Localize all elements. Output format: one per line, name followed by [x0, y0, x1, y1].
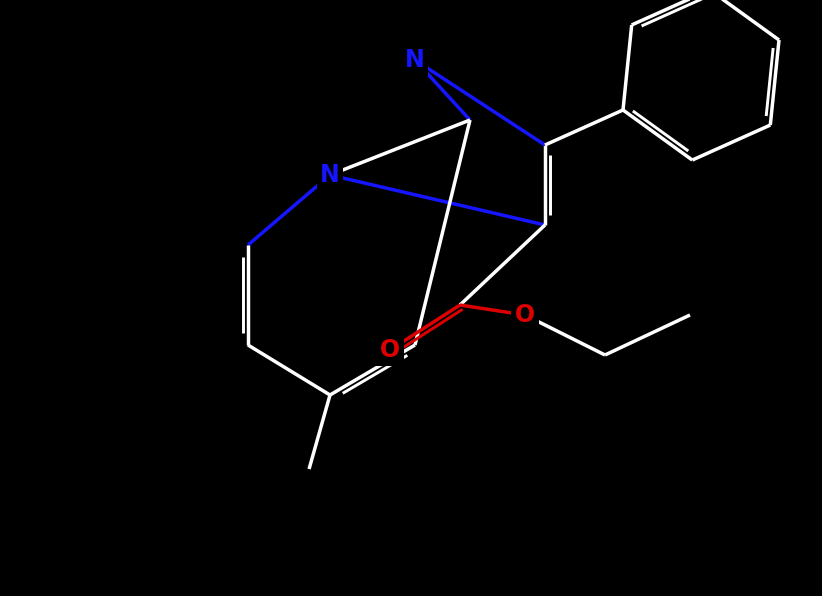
Text: N: N — [405, 48, 425, 72]
Text: O: O — [380, 338, 400, 362]
Text: N: N — [320, 163, 339, 187]
Text: O: O — [515, 303, 535, 327]
